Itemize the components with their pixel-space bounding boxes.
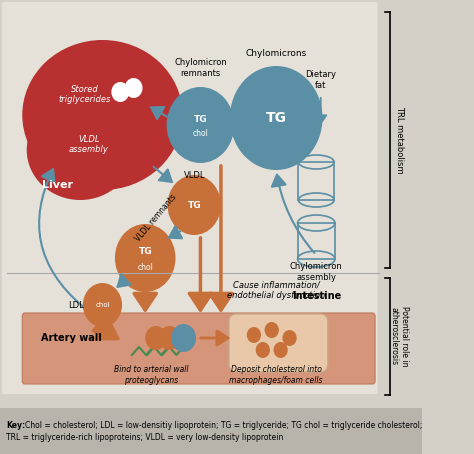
Circle shape [145, 326, 166, 350]
Text: chol: chol [192, 129, 209, 138]
Circle shape [159, 326, 180, 350]
FancyBboxPatch shape [22, 313, 375, 384]
Text: Chol = cholesterol; LDL = low-densitiy lipoprotein; TG = triglyceride; TG chol =: Chol = cholesterol; LDL = low-densitiy l… [25, 421, 422, 430]
Text: TG: TG [138, 247, 152, 256]
Circle shape [111, 82, 129, 102]
Circle shape [166, 87, 234, 163]
Circle shape [283, 330, 297, 346]
Text: Cause inflammation/
endothelial dysfunction: Cause inflammation/ endothelial dysfunct… [227, 280, 325, 300]
Circle shape [171, 324, 196, 352]
Text: Chylomicrons: Chylomicrons [246, 49, 307, 58]
Ellipse shape [27, 100, 134, 200]
Text: TG: TG [187, 201, 201, 209]
Circle shape [115, 224, 175, 292]
Text: VLDL
assembly: VLDL assembly [69, 135, 109, 154]
Text: VLDL: VLDL [183, 171, 205, 179]
Text: TG: TG [265, 111, 287, 125]
Text: LDL: LDL [68, 301, 83, 310]
Text: Key:: Key: [6, 421, 26, 430]
FancyBboxPatch shape [2, 2, 378, 394]
Circle shape [125, 78, 143, 98]
Text: TRL metabolism: TRL metabolism [395, 106, 404, 174]
Text: Chylomicron
assembly: Chylomicron assembly [290, 262, 343, 281]
Text: Potential role in
atherosclerosis: Potential role in atherosclerosis [390, 306, 409, 366]
Text: VLDL remnants: VLDL remnants [134, 192, 178, 243]
Text: Chylomicron
remnants: Chylomicron remnants [174, 58, 227, 78]
Text: TRL = triglyceride-rich lipoproteins; VLDL = very low-density lipoprotein: TRL = triglyceride-rich lipoproteins; VL… [6, 433, 283, 442]
FancyBboxPatch shape [229, 314, 328, 372]
Text: Intestine: Intestine [292, 291, 341, 301]
Circle shape [247, 327, 261, 343]
Text: TG: TG [194, 114, 207, 123]
Circle shape [83, 283, 122, 327]
Text: Dietary
fat: Dietary fat [305, 70, 336, 90]
Text: Stored
triglycerides: Stored triglycerides [58, 85, 111, 104]
Circle shape [273, 342, 288, 358]
Text: chol: chol [137, 262, 153, 271]
Circle shape [167, 175, 221, 235]
Text: Deposit cholesterol into
macrophages/foam cells: Deposit cholesterol into macrophages/foa… [229, 365, 323, 385]
Text: Liver: Liver [42, 180, 73, 190]
Circle shape [264, 322, 279, 338]
Text: Bind to arterial wall
proteoglycans: Bind to arterial wall proteoglycans [114, 365, 189, 385]
Circle shape [230, 66, 322, 170]
Ellipse shape [22, 40, 182, 190]
Bar [0, 408, 422, 454]
Text: Artery wall: Artery wall [41, 333, 101, 343]
Circle shape [255, 342, 270, 358]
Text: chol: chol [95, 302, 110, 308]
